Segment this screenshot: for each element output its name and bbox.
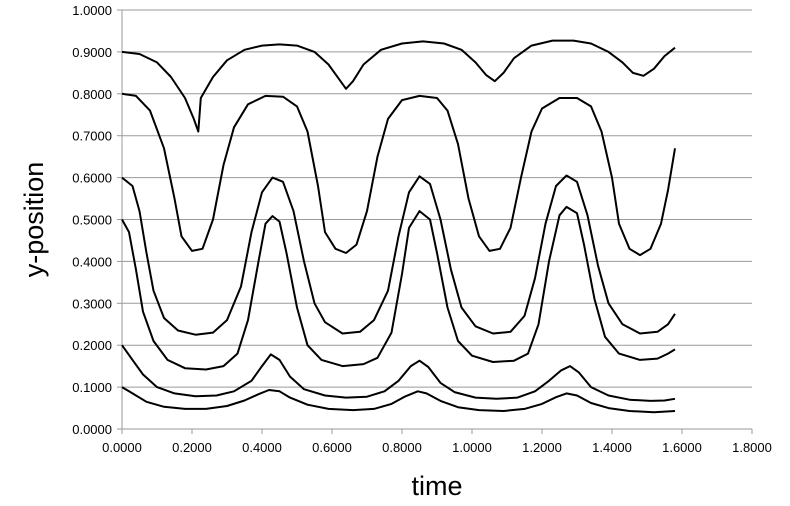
x-tick-label-1: 0.2000 bbox=[172, 440, 212, 455]
series-line-3 bbox=[121, 174, 676, 336]
y-tick-label-5: 0.5000 bbox=[72, 213, 112, 228]
y-tick-labels: 0.0000 0.1000 0.2000 0.3000 0.4000 0.5000 0.60… bbox=[72, 3, 122, 437]
x-tick-label-7: 1.4000 bbox=[592, 440, 632, 455]
x-tick-label-0: 0.0000 bbox=[102, 440, 142, 455]
x-tick-label-4: 0.8000 bbox=[382, 440, 422, 455]
y-tick-label-2: 0.2000 bbox=[72, 338, 112, 353]
series-line-6 bbox=[121, 386, 676, 414]
y-tick-label-0: 0.0000 bbox=[72, 422, 112, 437]
x-tick-label-3: 0.6000 bbox=[312, 440, 352, 455]
x-tick-labels: 0.0000 0.2000 0.4000 0.6000 0.8000 1.0000 1.20… bbox=[102, 429, 772, 455]
series-line-2 bbox=[121, 92, 676, 257]
y-tick-label-4: 0.4000 bbox=[72, 254, 112, 269]
y-tick-label-1: 0.1000 bbox=[72, 380, 112, 395]
x-axis-title: time bbox=[411, 471, 462, 501]
y-tick-label-3: 0.3000 bbox=[72, 296, 112, 311]
x-tick-label-6: 1.2000 bbox=[522, 440, 562, 455]
series-line-5 bbox=[121, 344, 676, 402]
x-tick-label-8: 1.6000 bbox=[662, 440, 702, 455]
series-lines bbox=[121, 39, 676, 414]
series-line-1 bbox=[121, 39, 676, 133]
y-tick-label-10: 1.0000 bbox=[72, 3, 112, 18]
x-tick-label-5: 1.0000 bbox=[452, 440, 492, 455]
x-tick-label-2: 0.4000 bbox=[242, 440, 282, 455]
y-tick-label-7: 0.7000 bbox=[72, 129, 112, 144]
y-tick-label-9: 0.9000 bbox=[72, 45, 112, 60]
y-tick-label-6: 0.6000 bbox=[72, 171, 112, 186]
gridlines bbox=[122, 9, 752, 430]
series-line-4 bbox=[121, 205, 676, 371]
y-tick-label-8: 0.8000 bbox=[72, 87, 112, 102]
y-axis-title: y-position bbox=[19, 162, 49, 278]
x-tick-label-9: 1.8000 bbox=[732, 440, 772, 455]
